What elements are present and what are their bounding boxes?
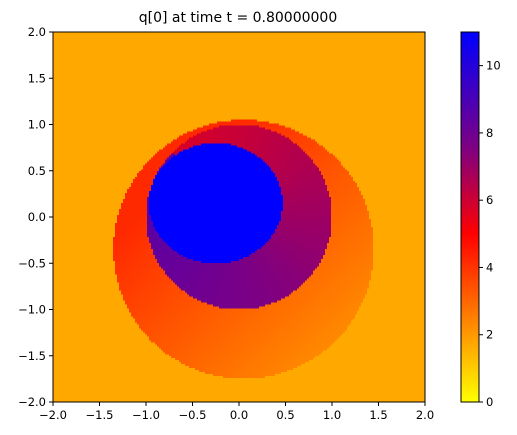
colorbar-tick-label: 8 bbox=[486, 126, 493, 140]
colorbar-tick-label: 2 bbox=[486, 328, 493, 342]
x-tick-label: 0.5 bbox=[276, 408, 294, 422]
x-tick-label: 1.5 bbox=[369, 408, 387, 422]
x-axis: −2.0 −1.5 −1.0 −0.5 0.0 0.5 1.0 1.5 2.0 bbox=[39, 402, 434, 422]
colorbar: 0 2 4 6 8 10 bbox=[460, 31, 501, 409]
x-tick-label: −0.5 bbox=[179, 408, 207, 422]
y-tick-label: 1.5 bbox=[28, 71, 46, 85]
y-tick-label: −1.5 bbox=[18, 349, 46, 363]
colorbar-gradient bbox=[461, 32, 479, 402]
x-tick-label: −1.5 bbox=[86, 408, 114, 422]
x-tick-label: 0.0 bbox=[230, 408, 248, 422]
colorbar-frame bbox=[460, 31, 480, 403]
y-tick-label: 2.0 bbox=[28, 25, 46, 39]
y-tick-label: −1.0 bbox=[18, 303, 46, 317]
y-tick-label: 0.5 bbox=[28, 164, 46, 178]
colorbar-ticks: 0 2 4 6 8 10 bbox=[479, 59, 501, 409]
chart-title: q[0] at time t = 0.80000000 bbox=[139, 10, 338, 26]
plot-area bbox=[52, 31, 426, 403]
y-tick-label: −2.0 bbox=[18, 395, 46, 409]
x-tick-label: −2.0 bbox=[39, 408, 67, 422]
x-tick-label: 1.0 bbox=[323, 408, 341, 422]
colorbar-tick-label: 4 bbox=[486, 260, 493, 274]
colorbar-tick-label: 0 bbox=[486, 395, 493, 409]
colorbar-tick-label: 6 bbox=[486, 193, 493, 207]
y-tick-label: 1.0 bbox=[28, 118, 46, 132]
colorbar-tick-label: 10 bbox=[486, 59, 501, 73]
y-tick-label: −0.5 bbox=[18, 256, 46, 270]
y-axis: 2.0 1.5 1.0 0.5 0.0 −0.5 −1.0 −1.5 −2.0 bbox=[18, 25, 53, 409]
x-tick-label: 2.0 bbox=[416, 408, 434, 422]
x-tick-label: −1.0 bbox=[132, 408, 160, 422]
heatmap-image bbox=[53, 32, 425, 402]
y-tick-label: 0.0 bbox=[28, 210, 46, 224]
